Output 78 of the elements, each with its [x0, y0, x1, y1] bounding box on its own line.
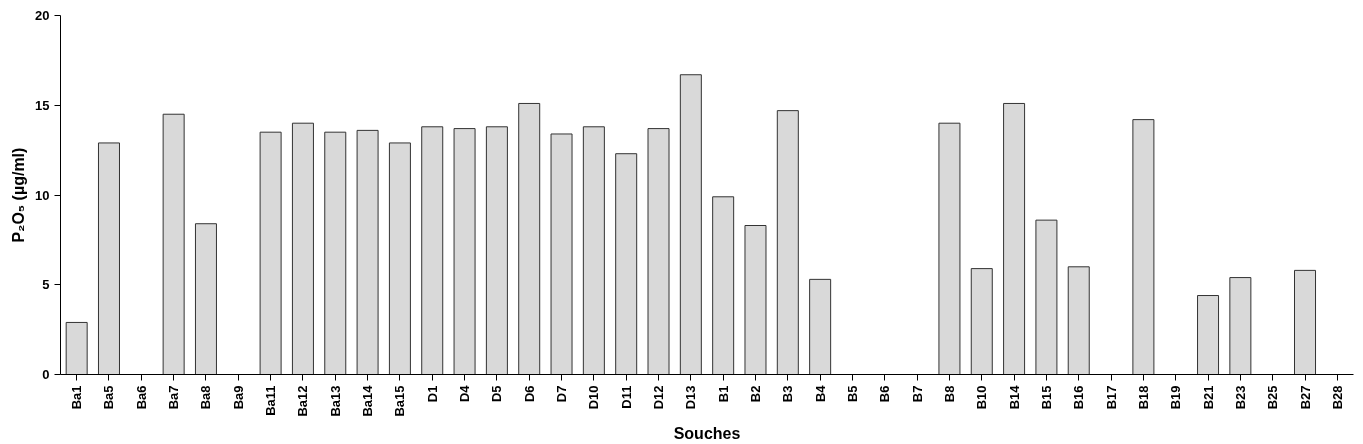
x-tick-label: D10: [586, 385, 602, 410]
x-tick-label: B25: [1265, 385, 1281, 410]
bar: [1197, 295, 1220, 375]
x-tick-label: B6: [877, 385, 893, 403]
bar: [970, 268, 993, 375]
bar: [1067, 266, 1090, 375]
bar: [65, 321, 88, 375]
x-tick-label: D13: [683, 385, 699, 410]
bar: [582, 126, 605, 375]
x-tick-label: B17: [1103, 385, 1119, 410]
bar: [938, 122, 961, 375]
bar: [647, 128, 670, 375]
x-tick-label: Ba15: [392, 385, 408, 417]
x-tick-label: B27: [1297, 385, 1313, 410]
x-tick-label: B16: [1071, 385, 1087, 410]
bar: [453, 128, 476, 375]
x-tick-label: D5: [489, 385, 505, 403]
bar: [324, 131, 347, 375]
bar: [1003, 102, 1026, 375]
x-tick-label: B23: [1232, 385, 1248, 410]
x-tick-label: D12: [651, 385, 667, 410]
bar: [356, 129, 379, 375]
x-tick-label: B2: [747, 385, 763, 403]
y-axis-title: P₂O₅ (µg/ml): [10, 147, 28, 243]
bar: [97, 142, 120, 375]
x-tick-label: B19: [1168, 385, 1184, 410]
bar: [259, 131, 282, 375]
y-tick-label: 0: [42, 367, 50, 382]
x-tick-label: Ba9: [230, 385, 246, 410]
x-tick-label: B10: [974, 385, 990, 410]
x-tick-label: D4: [457, 384, 473, 403]
x-tick-label: B4: [812, 384, 828, 403]
bar: [194, 223, 217, 375]
x-tick-label: B18: [1135, 385, 1151, 410]
bar: [518, 102, 541, 375]
bar: [1294, 269, 1317, 375]
x-tick-label: B8: [941, 385, 957, 403]
x-tick-label: D1: [424, 385, 440, 403]
bar: [291, 122, 314, 375]
y-tick-label: 20: [35, 8, 50, 23]
x-tick-label: D7: [554, 385, 570, 403]
x-tick-label: Ba8: [198, 385, 214, 410]
x-tick-label: Ba6: [133, 385, 149, 410]
bar: [1229, 277, 1252, 375]
x-tick-label: Ba5: [101, 385, 117, 410]
x-tick-label: Ba11: [263, 385, 279, 416]
x-tick-label: B14: [1006, 384, 1022, 410]
x-tick-label: Ba14: [360, 384, 376, 417]
bar: [388, 142, 411, 375]
x-tick-label: B5: [844, 385, 860, 403]
bar: [1035, 219, 1058, 375]
bar: [712, 196, 735, 375]
x-tick-label: D11: [618, 385, 634, 409]
x-tick-label: Ba12: [295, 385, 311, 417]
bar: [744, 225, 767, 375]
bar: [421, 126, 444, 375]
x-tick-label: Ba13: [327, 385, 343, 417]
x-tick-label: B1: [715, 385, 731, 403]
x-tick-label: Ba1: [69, 385, 85, 410]
x-tick-label: B7: [909, 385, 925, 403]
bar: [162, 113, 185, 375]
y-tick-label: 10: [35, 187, 50, 203]
bar: [550, 133, 573, 375]
bar: [1132, 119, 1155, 375]
bar: [809, 278, 832, 375]
x-tick-label: B21: [1200, 385, 1216, 410]
x-tick-label: D6: [521, 385, 537, 403]
bar: [679, 74, 702, 375]
bar: [615, 153, 638, 375]
y-tick-label: 15: [35, 97, 50, 113]
x-axis-title: Souches: [673, 424, 741, 442]
x-tick-label: Ba7: [166, 385, 182, 410]
x-tick-label: B3: [780, 385, 796, 403]
bar: [776, 110, 799, 375]
x-tick-label: B15: [1038, 385, 1054, 410]
x-tick-label: B28: [1329, 385, 1345, 410]
y-tick-label: 5: [42, 277, 50, 293]
bar: [485, 126, 508, 375]
